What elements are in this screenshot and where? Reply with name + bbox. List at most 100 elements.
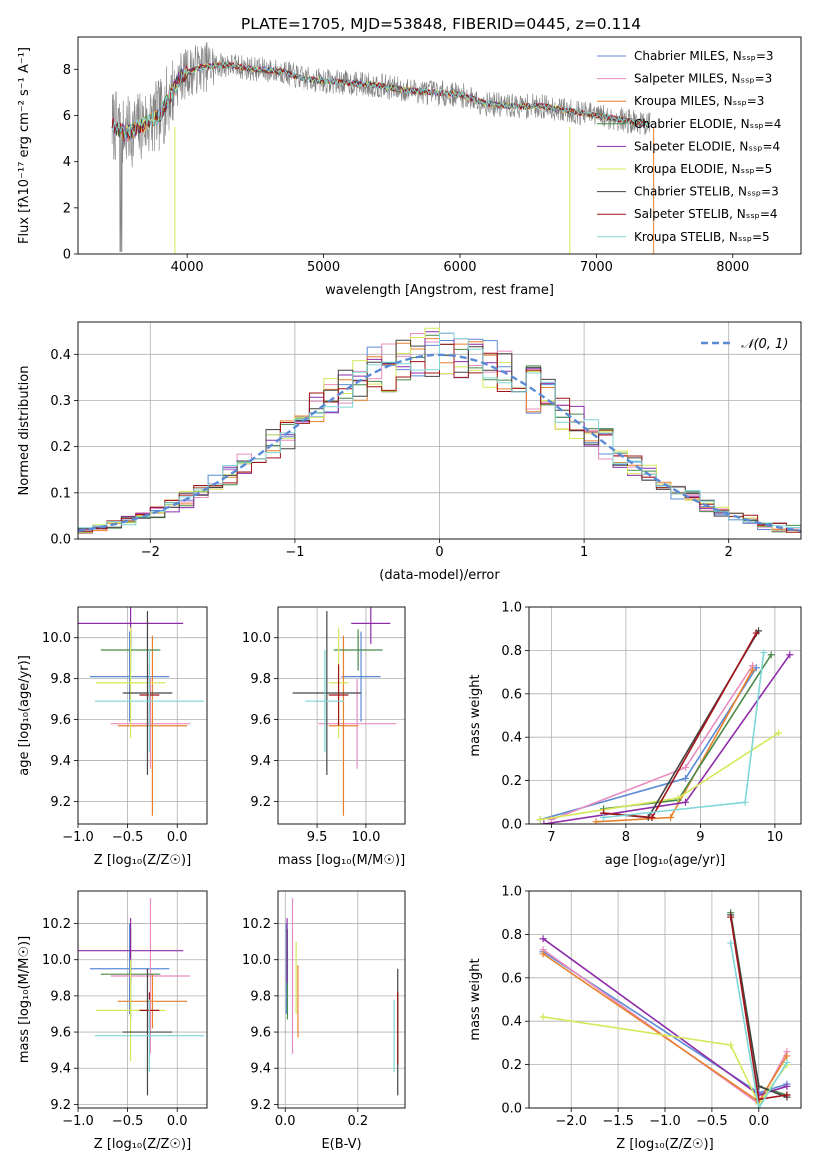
legend-label: Salpeter ELODIE, Nₛₛₚ=4 xyxy=(634,139,780,153)
grid xyxy=(529,606,801,825)
x-tick-label: 0.0 xyxy=(275,1114,296,1129)
panel-age_vs_Z: −1.0 −0.5 0.0 9.2 9.4 9.6 9.8 10.0 Z [log₁₀(Z/Z☉… xyxy=(17,606,208,868)
panel-spectrum: 4000 5000 6000 7000 8000 0 2 4 6 8 wavelength [Ang… xyxy=(17,36,802,298)
grid xyxy=(77,607,207,824)
axes-decor: 0.0 0.2 9.2 9.4 9.6 9.8 10.0 10.2 E(B-V) xyxy=(242,890,406,1152)
spectrum-legend: Chabrier MILES, Nₛₛₚ=3 Salpeter MILES, Nₛ… xyxy=(597,49,781,244)
weight-point-5 xyxy=(536,816,544,824)
x-tick-label: 9 xyxy=(696,830,704,845)
weight-point-2 xyxy=(539,950,547,958)
plot-area xyxy=(285,898,399,1096)
weight-point-2 xyxy=(592,818,600,824)
weight-series-1 xyxy=(551,665,754,821)
x-tick-label: −1.0 xyxy=(62,1114,94,1129)
weight-point-3 xyxy=(767,651,775,659)
weight-point-8 xyxy=(755,1104,763,1108)
x-axis-label: Z [log₁₀(Z/Z☉)] xyxy=(94,853,191,868)
y-axis-label: mass weight xyxy=(468,674,483,756)
weight-point-8 xyxy=(760,649,768,657)
axes-frame xyxy=(77,606,208,825)
axes-decor: 9.5 10.0 9.2 9.4 9.6 9.8 10.0 mass [log₁₀(M/M☉)… xyxy=(242,606,406,868)
x-tick-label: 7000 xyxy=(580,260,613,275)
y-tick-label: 10.2 xyxy=(242,917,271,932)
x-tick-label: 9.5 xyxy=(307,830,328,845)
x-tick-label: −1.0 xyxy=(649,1114,681,1129)
x-tick-label: 6000 xyxy=(443,260,476,275)
grid xyxy=(77,891,207,1108)
y-tick-label: 9.8 xyxy=(50,989,71,1004)
grid xyxy=(278,607,405,824)
axes-frame xyxy=(277,606,406,825)
y-axis-label: Flux [fλ10⁻¹⁷ erg cm⁻² s⁻¹ A⁻¹] xyxy=(17,47,32,244)
weight-point-8 xyxy=(727,939,735,947)
axes-decor: 7 8 9 10 0.0 0.2 0.4 0.6 0.8 1.0 age [log₁₀(age/yr… xyxy=(468,601,802,868)
x-tick-label: −0.5 xyxy=(696,1114,728,1129)
x-axis-label: Z [log₁₀(Z/Z☉)] xyxy=(94,1137,191,1152)
axes-frame xyxy=(528,890,802,1109)
x-tick-label: 10 xyxy=(767,830,784,845)
y-tick-label: 9.2 xyxy=(250,795,271,810)
plot-area xyxy=(292,607,397,816)
x-axis-label: age [log₁₀(age/yr)] xyxy=(605,853,726,868)
weight-point-5 xyxy=(775,729,783,737)
y-tick-label: 1.0 xyxy=(501,885,522,900)
x-axis-label: Z [log₁₀(Z/Z☉)] xyxy=(616,1137,713,1152)
y-tick-label: 9.4 xyxy=(50,754,71,769)
weight-point-2 xyxy=(667,813,675,821)
axes-frame xyxy=(77,321,802,540)
y-tick-label: 0.6 xyxy=(501,687,522,702)
y-tick-label: 9.8 xyxy=(50,672,71,687)
axes-decor: 4000 5000 6000 7000 8000 0 2 4 6 8 wavelength [Ang… xyxy=(17,36,802,298)
x-tick-label: 1 xyxy=(580,545,588,560)
x-tick-label: 8 xyxy=(622,830,630,845)
x-tick-label: 5000 xyxy=(307,260,340,275)
y-tick-label: 0.0 xyxy=(501,1102,522,1117)
y-tick-label: 10.0 xyxy=(42,953,71,968)
x-tick-label: −1.0 xyxy=(62,830,94,845)
y-axis-label: mass weight xyxy=(468,958,483,1040)
legend-label: Kroupa STELIB, Nₛₛₚ=5 xyxy=(634,230,770,244)
x-axis-label: mass [log₁₀(M/M☉)] xyxy=(278,853,405,868)
panel-age_vs_mass: 9.5 10.0 9.2 9.4 9.6 9.8 10.0 mass [log₁₀(M/M☉)… xyxy=(242,606,406,868)
weight-point-8 xyxy=(783,1058,791,1066)
weight-series-6 xyxy=(603,630,760,819)
weight-point-4 xyxy=(539,935,547,943)
x-tick-label: 0.0 xyxy=(167,1114,188,1129)
y-tick-label: 0.4 xyxy=(501,1015,522,1030)
plot-area xyxy=(111,42,655,254)
weight-series-3 xyxy=(603,654,772,810)
plot-area xyxy=(536,627,794,824)
y-tick-label: 4 xyxy=(63,155,71,170)
y-tick-label: 9.2 xyxy=(250,1098,271,1113)
y-tick-label: 0.8 xyxy=(501,644,522,659)
x-axis-label: wavelength [Angstrom, rest frame] xyxy=(325,283,554,298)
grid xyxy=(529,890,801,1109)
y-axis-label: mass [log₁₀(M/M☉)] xyxy=(17,936,32,1063)
weight-point-2 xyxy=(783,1052,791,1060)
x-tick-label: 0.0 xyxy=(748,1114,769,1129)
panel-mass_vs_Z: −1.0 −0.5 0.0 9.2 9.4 9.6 9.8 10.0 10.2 Z [log₁₀(… xyxy=(17,890,208,1152)
x-axis-label: E(B-V) xyxy=(321,1137,361,1152)
weight-point-4 xyxy=(540,820,548,824)
y-tick-label: 0.3 xyxy=(50,394,71,409)
weight-point-1 xyxy=(681,764,689,772)
y-tick-label: 9.4 xyxy=(250,754,271,769)
legend-label: Chabrier ELODIE, Nₛₛₚ=4 xyxy=(634,117,781,131)
y-tick-label: 0.0 xyxy=(501,818,522,833)
y-tick-label: 0.2 xyxy=(50,440,71,455)
axes-decor: −1.0 −0.5 0.0 9.2 9.4 9.6 9.8 10.0 Z [log₁₀(Z/Z☉… xyxy=(17,606,208,868)
y-tick-label: 9.2 xyxy=(50,795,71,810)
y-tick-label: 1.0 xyxy=(501,601,522,616)
legend-label: Chabrier MILES, Nₛₛₚ=3 xyxy=(634,49,774,63)
x-tick-label: 0 xyxy=(435,545,443,560)
figure-title: PLATE=1705, MJD=53848, FIBERID=0445, z=0… xyxy=(241,15,641,33)
weight-series-8 xyxy=(729,942,788,1108)
x-tick-label: 0.0 xyxy=(167,830,188,845)
y-tick-label: 0.1 xyxy=(50,486,71,501)
y-tick-label: 9.6 xyxy=(250,713,271,728)
x-tick-label: 4000 xyxy=(171,260,204,275)
weight-point-7 xyxy=(727,913,735,921)
y-tick-label: 10.2 xyxy=(42,917,71,932)
y-tick-label: 0.4 xyxy=(50,348,71,363)
y-tick-label: 2 xyxy=(63,201,71,216)
